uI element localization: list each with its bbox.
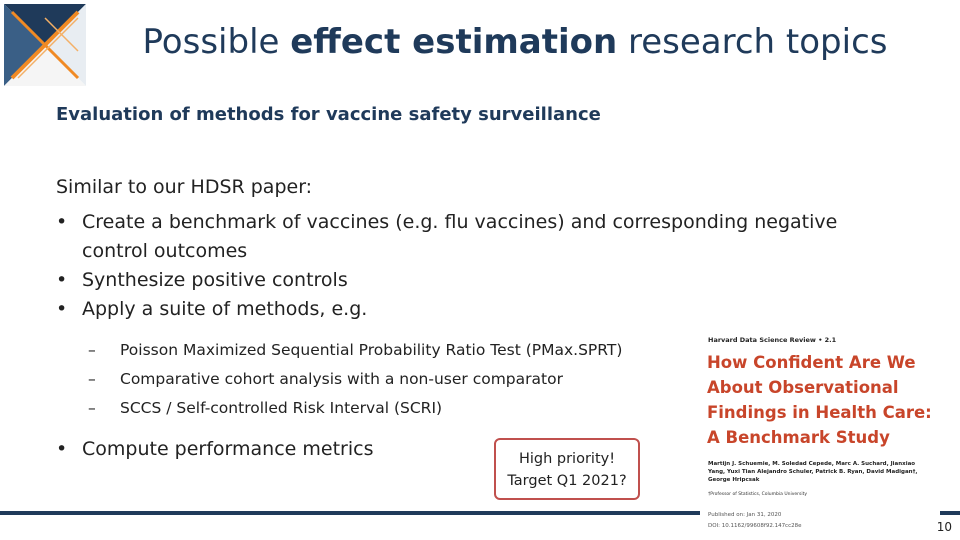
paper-journal: Harvard Data Science Review • 2.1 bbox=[708, 336, 837, 344]
title-pre: Possible bbox=[142, 22, 291, 62]
title-bold: effect estimation bbox=[290, 22, 618, 62]
callout-line-2: Target Q1 2021? bbox=[507, 473, 627, 489]
footer-rule-right bbox=[940, 511, 960, 515]
bullet-glyph: • bbox=[56, 438, 68, 460]
bullet-glyph: • bbox=[56, 269, 68, 291]
paper-title: How Confident Are We About Observational… bbox=[707, 353, 932, 447]
sub-bullet-text: SCCS / Self-controlled Risk Interval (SC… bbox=[120, 399, 443, 417]
bullet-text: Create a benchmark of vaccines (e.g. flu… bbox=[82, 211, 838, 262]
paper-published: Published on: Jan 31, 2020 bbox=[708, 512, 782, 518]
dash-glyph: – bbox=[88, 341, 96, 359]
sub-bullet-list: – Poisson Maximized Sequential Probabili… bbox=[88, 336, 876, 423]
body-content: Similar to our HDSR paper: • Create a be… bbox=[56, 172, 876, 464]
sub-bullet-text: Poisson Maximized Sequential Probability… bbox=[120, 341, 623, 359]
bullet-list: • Create a benchmark of vaccines (e.g. f… bbox=[56, 208, 876, 464]
bullet-item: • Compute performance metrics bbox=[56, 435, 876, 464]
slide-title: Possible effect estimation research topi… bbox=[120, 22, 910, 62]
paper-thumbnail: Harvard Data Science Review • 2.1 How Co… bbox=[700, 330, 940, 540]
bullet-item: • Create a benchmark of vaccines (e.g. f… bbox=[56, 208, 876, 266]
bullet-glyph: • bbox=[56, 211, 68, 233]
bullet-text: Apply a suite of methods, e.g. bbox=[82, 298, 368, 320]
bullet-text: Compute performance metrics bbox=[82, 438, 374, 460]
sub-bullet-item: – Comparative cohort analysis with a non… bbox=[88, 365, 876, 394]
priority-callout: High priority! Target Q1 2021? bbox=[494, 438, 640, 500]
page-number: 10 bbox=[936, 520, 952, 534]
sub-bullet-item: – SCCS / Self-controlled Risk Interval (… bbox=[88, 394, 876, 423]
subheading: Evaluation of methods for vaccine safety… bbox=[56, 104, 601, 125]
sub-bullet-item: – Poisson Maximized Sequential Probabili… bbox=[88, 336, 876, 365]
bullet-text: Synthesize positive controls bbox=[82, 269, 348, 291]
footer-rule bbox=[0, 511, 700, 515]
bullet-item: • Apply a suite of methods, e.g. – Poiss… bbox=[56, 295, 876, 423]
paper-authors: Martijn J. Schuemie, M. Soledad Cepede, … bbox=[708, 461, 918, 483]
intro-text: Similar to our HDSR paper: bbox=[56, 176, 313, 198]
callout-line-1: High priority! bbox=[518, 451, 616, 467]
sub-bullet-text: Comparative cohort analysis with a non-u… bbox=[120, 370, 563, 388]
bullet-glyph: • bbox=[56, 298, 68, 320]
title-post: research topics bbox=[617, 22, 888, 62]
paper-doi: DOI: 10.1162/99608f92.147cc28e bbox=[708, 523, 802, 529]
dash-glyph: – bbox=[88, 399, 96, 417]
paper-affiliation: †Professor of Statistics, Columbia Unive… bbox=[708, 492, 808, 497]
dash-glyph: – bbox=[88, 370, 96, 388]
ohdsi-logo-icon bbox=[4, 4, 86, 86]
bullet-item: • Synthesize positive controls bbox=[56, 266, 876, 295]
